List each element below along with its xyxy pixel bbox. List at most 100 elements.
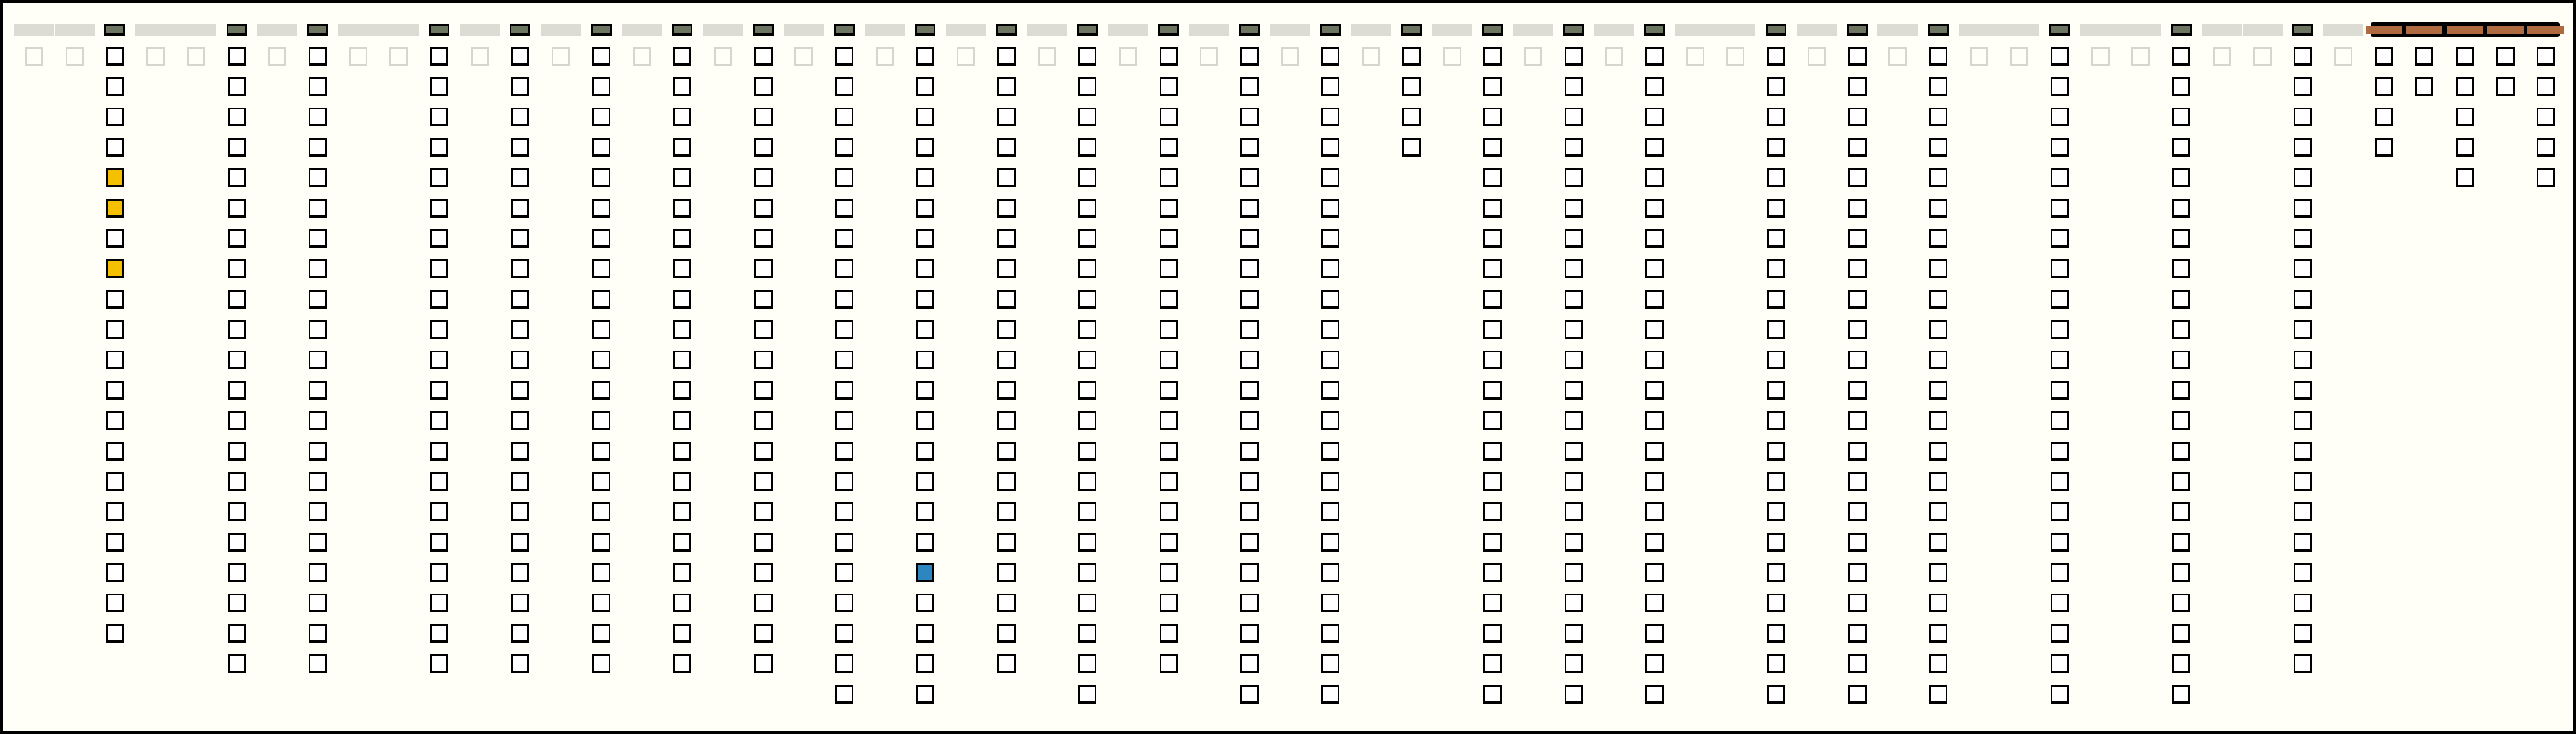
empty-cell[interactable] bbox=[430, 594, 448, 612]
empty-cell[interactable] bbox=[1159, 411, 1178, 430]
empty-cell[interactable] bbox=[1159, 563, 1178, 582]
empty-cell[interactable] bbox=[511, 472, 530, 491]
empty-cell[interactable] bbox=[835, 351, 853, 369]
empty-cell[interactable] bbox=[1767, 533, 1786, 552]
empty-cell[interactable] bbox=[1929, 381, 1947, 400]
empty-cell[interactable] bbox=[511, 624, 530, 643]
empty-cell[interactable] bbox=[1402, 47, 1421, 66]
empty-cell[interactable] bbox=[592, 229, 610, 248]
empty-cell[interactable] bbox=[1564, 108, 1583, 126]
empty-cell[interactable] bbox=[2294, 351, 2312, 369]
empty-cell[interactable] bbox=[2294, 624, 2312, 643]
empty-cell[interactable] bbox=[1645, 259, 1664, 278]
empty-cell[interactable] bbox=[997, 47, 1016, 66]
empty-cell[interactable] bbox=[997, 290, 1016, 309]
empty-cell[interactable] bbox=[1321, 199, 1340, 218]
empty-cell[interactable] bbox=[1159, 320, 1178, 339]
empty-cell[interactable] bbox=[1767, 199, 1786, 218]
empty-cell[interactable] bbox=[2415, 47, 2434, 66]
empty-cell[interactable] bbox=[2172, 290, 2191, 309]
empty-cell[interactable] bbox=[1767, 138, 1786, 157]
empty-cell[interactable] bbox=[673, 138, 692, 157]
empty-cell[interactable] bbox=[592, 502, 610, 521]
empty-cell[interactable] bbox=[106, 290, 125, 309]
empty-cell[interactable] bbox=[1848, 624, 1867, 643]
empty-cell[interactable] bbox=[1321, 624, 1340, 643]
empty-cell[interactable] bbox=[1483, 654, 1502, 673]
empty-cell[interactable] bbox=[835, 229, 853, 248]
empty-cell[interactable] bbox=[1848, 259, 1867, 278]
empty-cell[interactable] bbox=[1848, 654, 1867, 673]
empty-cell[interactable] bbox=[511, 229, 530, 248]
empty-cell[interactable] bbox=[2294, 563, 2312, 582]
empty-cell[interactable] bbox=[106, 442, 125, 461]
empty-cell[interactable] bbox=[1483, 290, 1502, 309]
empty-cell[interactable] bbox=[673, 381, 692, 400]
empty-cell[interactable] bbox=[227, 381, 246, 400]
empty-cell[interactable] bbox=[227, 320, 246, 339]
empty-cell[interactable] bbox=[1564, 351, 1583, 369]
empty-cell[interactable] bbox=[1078, 533, 1097, 552]
empty-cell[interactable] bbox=[1240, 442, 1259, 461]
empty-cell[interactable] bbox=[835, 168, 853, 187]
empty-cell[interactable] bbox=[2172, 624, 2191, 643]
empty-cell[interactable] bbox=[1929, 411, 1947, 430]
empty-cell[interactable] bbox=[1564, 47, 1583, 66]
empty-cell[interactable] bbox=[1240, 259, 1259, 278]
empty-cell[interactable] bbox=[997, 411, 1016, 430]
empty-cell[interactable] bbox=[2172, 502, 2191, 521]
empty-cell[interactable] bbox=[1402, 108, 1421, 126]
empty-cell[interactable] bbox=[754, 168, 773, 187]
empty-cell[interactable] bbox=[835, 654, 853, 673]
empty-cell[interactable] bbox=[1645, 563, 1664, 582]
empty-cell[interactable] bbox=[754, 594, 773, 612]
empty-cell[interactable] bbox=[835, 411, 853, 430]
empty-cell[interactable] bbox=[2051, 168, 2069, 187]
empty-cell[interactable] bbox=[2537, 108, 2555, 126]
empty-cell[interactable] bbox=[2294, 320, 2312, 339]
empty-cell[interactable] bbox=[2051, 77, 2069, 96]
empty-cell[interactable] bbox=[835, 47, 853, 66]
empty-cell[interactable] bbox=[1929, 47, 1947, 66]
empty-cell[interactable] bbox=[1240, 502, 1259, 521]
empty-cell[interactable] bbox=[511, 654, 530, 673]
empty-cell[interactable] bbox=[1645, 168, 1664, 187]
empty-cell[interactable] bbox=[997, 563, 1016, 582]
empty-cell[interactable] bbox=[1767, 47, 1786, 66]
empty-cell[interactable] bbox=[1929, 168, 1947, 187]
empty-cell[interactable] bbox=[754, 290, 773, 309]
empty-cell[interactable] bbox=[1483, 77, 1502, 96]
empty-cell[interactable] bbox=[430, 290, 448, 309]
empty-cell[interactable] bbox=[1240, 168, 1259, 187]
empty-cell[interactable] bbox=[1929, 229, 1947, 248]
empty-cell[interactable] bbox=[2537, 77, 2555, 96]
empty-cell[interactable] bbox=[916, 290, 935, 309]
empty-cell[interactable] bbox=[1078, 229, 1097, 248]
empty-cell[interactable] bbox=[1240, 411, 1259, 430]
empty-cell[interactable] bbox=[1078, 138, 1097, 157]
empty-cell[interactable] bbox=[227, 168, 246, 187]
empty-cell[interactable] bbox=[2496, 77, 2515, 96]
empty-cell[interactable] bbox=[308, 472, 327, 491]
empty-cell[interactable] bbox=[673, 77, 692, 96]
empty-cell[interactable] bbox=[308, 290, 327, 309]
empty-cell[interactable] bbox=[2537, 168, 2555, 187]
empty-cell[interactable] bbox=[1321, 502, 1340, 521]
empty-cell[interactable] bbox=[2172, 563, 2191, 582]
empty-cell[interactable] bbox=[1240, 229, 1259, 248]
empty-cell[interactable] bbox=[673, 168, 692, 187]
empty-cell[interactable] bbox=[227, 624, 246, 643]
empty-cell[interactable] bbox=[1240, 290, 1259, 309]
empty-cell[interactable] bbox=[754, 654, 773, 673]
empty-cell[interactable] bbox=[106, 138, 125, 157]
empty-cell[interactable] bbox=[754, 381, 773, 400]
empty-cell[interactable] bbox=[2172, 472, 2191, 491]
empty-cell[interactable] bbox=[430, 108, 448, 126]
empty-cell[interactable] bbox=[1483, 259, 1502, 278]
empty-cell[interactable] bbox=[2294, 411, 2312, 430]
empty-cell[interactable] bbox=[754, 320, 773, 339]
empty-cell[interactable] bbox=[1321, 594, 1340, 612]
empty-cell[interactable] bbox=[1483, 199, 1502, 218]
empty-cell[interactable] bbox=[916, 138, 935, 157]
empty-cell[interactable] bbox=[308, 533, 327, 552]
